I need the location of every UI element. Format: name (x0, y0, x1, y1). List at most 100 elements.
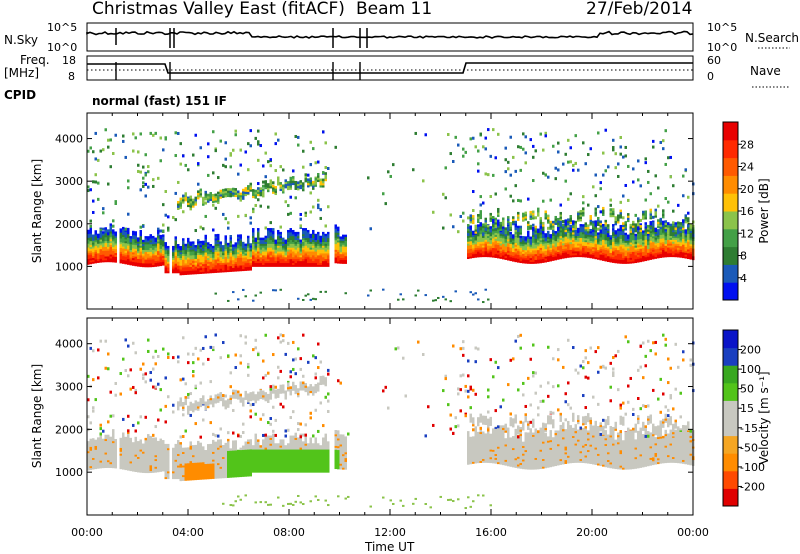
echo-cell (162, 253, 165, 257)
echo-cell (287, 245, 290, 248)
echo-cell (619, 234, 622, 237)
echo-cell (524, 151, 527, 155)
echo-cell (254, 252, 257, 256)
echo-cell (594, 254, 597, 258)
echo-cell (104, 446, 107, 449)
echo-cell (652, 215, 655, 219)
echo-cell (87, 189, 90, 193)
echo-cell (514, 220, 517, 224)
echo-cell (629, 261, 632, 264)
echo-cell (127, 260, 130, 263)
echo-cell (209, 263, 212, 266)
echo-cell (249, 268, 252, 271)
echo-cell (322, 249, 325, 252)
echo-cell (564, 250, 567, 253)
echo-cell (137, 452, 140, 456)
echo-cell (489, 254, 492, 258)
echo-cell (557, 220, 560, 223)
echo-cell (254, 247, 257, 250)
echo-cell (612, 254, 615, 258)
echo-cell (422, 179, 425, 183)
echo-cell (614, 218, 617, 222)
echo-cell (102, 256, 105, 259)
echo-cell (92, 246, 95, 249)
echo-cell (642, 249, 645, 253)
echo-cell (204, 263, 207, 266)
echo-cell (654, 252, 657, 256)
echo-cell (104, 232, 107, 236)
echo-cell (262, 251, 265, 254)
echo-cell (194, 196, 197, 200)
echo-cell (219, 247, 222, 250)
echo-cell (144, 470, 147, 474)
echo-cell (624, 244, 627, 247)
echo-cell (649, 222, 652, 226)
echo-cell (302, 254, 305, 258)
echo-cell (502, 226, 505, 229)
echo-cell (124, 231, 127, 234)
echo-cell (532, 248, 535, 251)
echo-cell (149, 251, 152, 254)
echo-cell (477, 235, 480, 239)
echo-cell (94, 449, 97, 452)
echo-cell (144, 468, 147, 472)
echo-cell (182, 249, 185, 253)
echo-cell (537, 249, 540, 253)
echo-cell (154, 241, 157, 244)
echo-cell (299, 225, 302, 229)
echo-cell (622, 253, 625, 257)
echo-cell (674, 231, 677, 235)
echo-cell (344, 246, 347, 249)
echo-cell (442, 226, 445, 230)
echo-cell (472, 293, 475, 296)
echo-cell (272, 254, 275, 258)
echo-cell (627, 257, 630, 260)
echo-cell (617, 232, 620, 235)
echo-cell (557, 228, 560, 231)
echo-cell (592, 237, 595, 240)
echo-cell (152, 239, 155, 243)
echo-cell (119, 447, 122, 450)
echo-cell (167, 228, 170, 232)
echo-cell (239, 163, 242, 167)
echo-cell (619, 209, 622, 213)
echo-cell (257, 193, 260, 197)
echo-cell (509, 226, 512, 229)
echo-cell (619, 145, 622, 149)
echo-cell (99, 239, 102, 242)
echo-cell (259, 189, 262, 193)
echo-cell (567, 240, 570, 243)
echo-cell (667, 225, 670, 228)
echo-cell (224, 246, 227, 250)
echo-cell (297, 297, 300, 300)
echo-cell (244, 268, 247, 271)
echo-cell (689, 239, 692, 243)
echo-cell (579, 248, 582, 252)
echo-cell (272, 229, 275, 233)
echo-cell (334, 241, 337, 245)
echo-cell (99, 454, 102, 457)
echo-cell (484, 225, 487, 229)
echo-cell (94, 173, 97, 177)
echo-cell (122, 447, 125, 451)
echo-cell (544, 248, 547, 251)
echo-cell (157, 229, 160, 232)
echo-cell (469, 231, 472, 234)
echo-cell (297, 260, 300, 264)
echo-cell (582, 201, 585, 205)
echo-cell (599, 255, 602, 259)
echo-cell (109, 244, 112, 247)
echo-cell (504, 227, 507, 230)
echo-cell (339, 259, 342, 262)
echo-cell (402, 298, 405, 301)
echo-cell (252, 256, 255, 260)
echo-cell (647, 169, 650, 173)
echo-cell (639, 242, 642, 245)
echo-cell (94, 453, 97, 456)
echo-cell (187, 272, 190, 275)
echo-cell (522, 257, 525, 260)
echo-cell (574, 252, 577, 256)
echo-cell (227, 248, 230, 252)
echo-cell (487, 298, 490, 301)
